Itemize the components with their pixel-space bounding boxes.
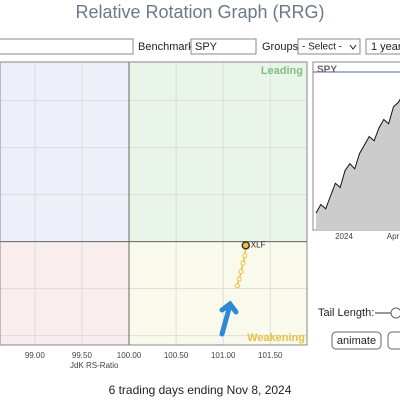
dropdown-caret <box>349 44 357 50</box>
period-value: 1 year <box>371 41 400 53</box>
benchmark-input[interactable] <box>190 38 257 55</box>
series-label: XLF <box>251 240 266 249</box>
arrow-annotation <box>219 300 239 337</box>
animate-label: animate <box>337 335 376 347</box>
weakening-label: Weakening <box>247 332 305 344</box>
tail-label: Tail Length: <box>318 307 374 319</box>
mini-x-label: Apr <box>387 232 400 241</box>
groups-label: Groups: <box>262 41 301 53</box>
x-tick-label: 99.00 <box>25 351 46 360</box>
animate-button[interactable] <box>331 331 382 350</box>
plot-border <box>0 61 308 346</box>
lagging-quadrant <box>0 241 130 345</box>
mini-area <box>316 99 400 230</box>
rrg-plot: 99.00 99.50 100.00 100.50 101.00 101.50 Leadin… <box>0 61 308 370</box>
benchmark-value: SPY <box>195 41 218 53</box>
leading-label: Leading <box>261 65 303 77</box>
x-tick-label: 100.00 <box>117 351 142 360</box>
x-tick-label: 101.00 <box>211 351 236 360</box>
x-axis-label: JdK RS-Ratio <box>70 361 119 370</box>
mini-x-label: 2024 <box>335 232 353 241</box>
head-point <box>241 241 251 250</box>
tail-point <box>236 276 242 282</box>
tail-point <box>238 269 244 275</box>
x-tick-label: 100.50 <box>164 351 189 360</box>
benchmark-label: Benchmark: <box>138 41 197 53</box>
tail-point <box>240 260 246 266</box>
mini-chart: SPY 2024 Apr <box>312 61 400 241</box>
groups-value: - Select - <box>302 42 342 53</box>
leading-quadrant <box>129 62 307 242</box>
mini-title: SPY <box>317 65 337 76</box>
symbol-input[interactable] <box>0 38 134 55</box>
x-tick-label: 99.50 <box>72 351 93 360</box>
x-tick-label: 101.50 <box>258 351 283 360</box>
weakening-quadrant <box>129 241 307 345</box>
improving-quadrant <box>0 62 130 242</box>
tail-point <box>242 253 248 259</box>
page-title: Relative Rotation Graph (RRG) <box>75 2 324 22</box>
groups-select[interactable] <box>297 38 361 55</box>
slider-knob[interactable] <box>390 307 400 319</box>
footer: 6 trading days ending Nov 8, 2024 <box>109 383 292 397</box>
tail-point <box>234 283 240 289</box>
mini-line <box>315 98 400 214</box>
period-select[interactable] <box>365 38 400 55</box>
other-button[interactable] <box>387 331 400 350</box>
